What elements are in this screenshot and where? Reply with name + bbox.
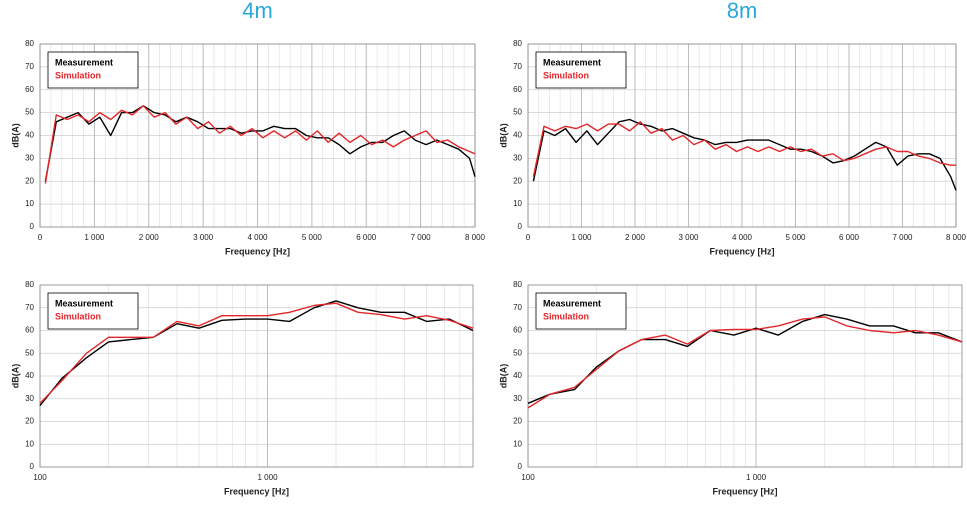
y-tick-label: 70 <box>513 62 522 71</box>
y-tick-label: 30 <box>25 153 34 162</box>
x-tick-label: 7 000 <box>411 233 432 242</box>
series-line <box>39 302 474 404</box>
y-tick-label: 80 <box>25 280 34 289</box>
legend-entry: Measurement <box>543 57 601 67</box>
y-tick-label: 10 <box>513 199 522 208</box>
y-tick-label: 80 <box>513 39 522 48</box>
x-tick-label: 1 000 <box>84 233 105 242</box>
y-axis-label: dB(A) <box>10 123 20 148</box>
x-tick-label: 3 000 <box>193 233 214 242</box>
series-line <box>39 300 474 407</box>
y-tick-label: 80 <box>513 280 522 289</box>
series-line <box>44 105 476 182</box>
x-tick-label: 1 000 <box>746 473 767 482</box>
y-tick-label: 70 <box>25 62 34 71</box>
x-tick-label: 4 000 <box>732 233 753 242</box>
legend-entry: Simulation <box>55 70 101 80</box>
x-axis-label: Frequency [Hz] <box>224 486 289 496</box>
plot-border <box>527 284 963 468</box>
x-tick-label: 8 000 <box>465 233 486 242</box>
legend-entry: Measurement <box>55 298 113 308</box>
y-tick-label: 20 <box>513 417 522 426</box>
x-tick-label: 3 000 <box>678 233 699 242</box>
y-tick-label: 60 <box>25 326 34 335</box>
x-tick-label: 4 000 <box>247 233 268 242</box>
y-tick-label: 40 <box>25 371 34 380</box>
y-tick-label: 80 <box>25 39 34 48</box>
x-tick-label: 1 000 <box>258 473 279 482</box>
y-tick-label: 20 <box>25 176 34 185</box>
y-tick-label: 50 <box>513 108 522 117</box>
x-tick-label: 0 <box>526 233 531 242</box>
series-line <box>527 313 963 404</box>
series-line <box>44 105 476 184</box>
x-tick-label: 1 000 <box>571 233 592 242</box>
legend-box <box>535 51 627 89</box>
legend-box <box>47 292 139 330</box>
legend-box <box>535 292 627 330</box>
legend-entry: Measurement <box>543 298 601 308</box>
x-tick-label: 6 000 <box>356 233 377 242</box>
y-tick-label: 0 <box>30 462 35 471</box>
x-tick-label: 5 000 <box>785 233 806 242</box>
y-tick-label: 70 <box>513 303 522 312</box>
legend-box <box>47 51 139 89</box>
x-tick-label: 0 <box>38 233 43 242</box>
y-tick-label: 10 <box>513 439 522 448</box>
y-tick-label: 10 <box>25 439 34 448</box>
y-axis-label: dB(A) <box>498 364 508 389</box>
y-tick-label: 30 <box>25 394 34 403</box>
y-axis-label: dB(A) <box>498 123 508 148</box>
series-line <box>527 316 963 409</box>
x-axis-label: Frequency [Hz] <box>225 246 290 256</box>
legend-entry: Simulation <box>543 70 589 80</box>
y-tick-label: 30 <box>513 394 522 403</box>
y-tick-label: 70 <box>25 303 34 312</box>
y-tick-label: 20 <box>513 176 522 185</box>
y-tick-label: 60 <box>513 85 522 94</box>
y-tick-label: 50 <box>25 108 34 117</box>
y-tick-label: 10 <box>25 199 34 208</box>
y-tick-label: 60 <box>25 85 34 94</box>
y-tick-label: 30 <box>513 153 522 162</box>
x-tick-label: 2 000 <box>139 233 160 242</box>
y-tick-label: 40 <box>25 131 34 140</box>
y-tick-label: 20 <box>25 417 34 426</box>
x-tick-label: 100 <box>521 473 535 482</box>
x-tick-label: 6 000 <box>839 233 860 242</box>
x-tick-label: 8 000 <box>946 233 967 242</box>
series-line <box>532 121 956 177</box>
chart-title: 4m <box>242 0 273 23</box>
plot-border <box>39 43 476 228</box>
plot-border <box>527 43 957 228</box>
y-tick-label: 0 <box>518 222 523 231</box>
legend-entry: Measurement <box>55 57 113 67</box>
y-axis-label: dB(A) <box>10 364 20 389</box>
y-tick-label: 0 <box>30 222 35 231</box>
chart-title: 8m <box>727 0 758 23</box>
legend-entry: Simulation <box>543 311 589 321</box>
series-line <box>532 118 957 191</box>
x-axis-label: Frequency [Hz] <box>712 486 777 496</box>
legend-entry: Simulation <box>55 311 101 321</box>
y-tick-label: 50 <box>25 348 34 357</box>
x-tick-label: 7 000 <box>892 233 913 242</box>
x-tick-label: 100 <box>33 473 47 482</box>
x-tick-label: 2 000 <box>625 233 646 242</box>
y-tick-label: 40 <box>513 371 522 380</box>
x-axis-label: Frequency [Hz] <box>709 246 774 256</box>
y-tick-label: 60 <box>513 326 522 335</box>
plot-border <box>39 284 474 468</box>
y-tick-label: 0 <box>518 462 523 471</box>
y-tick-label: 40 <box>513 131 522 140</box>
x-tick-label: 5 000 <box>302 233 323 242</box>
y-tick-label: 50 <box>513 348 522 357</box>
